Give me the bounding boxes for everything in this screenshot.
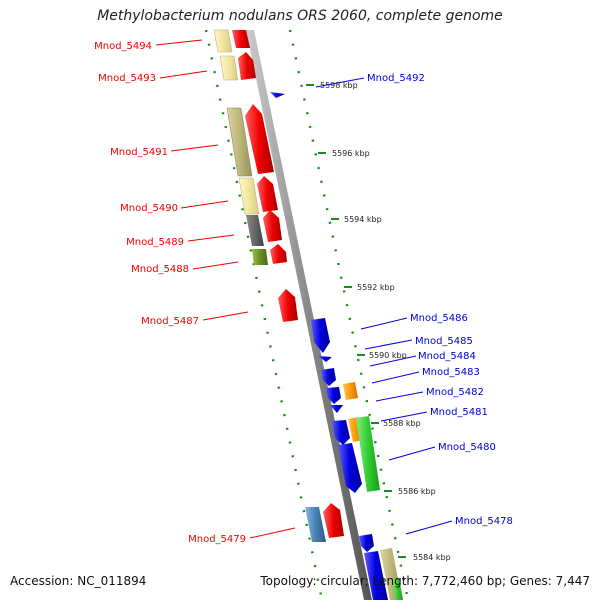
label-leader-line <box>364 339 413 350</box>
gene-mnod-5492-arrow <box>270 92 285 98</box>
gene-label[interactable]: Mnod_5483 <box>422 367 480 378</box>
label-leader-line <box>155 39 203 46</box>
gene-mnod-5494-feature <box>213 29 233 53</box>
gene-mnod-5480-feature <box>356 416 380 492</box>
gene-label[interactable]: Mnod_5488 <box>131 264 189 275</box>
scale-ticks: 5598 kbp 5596 kbp 5594 kbp 5592 kbp 5590… <box>306 81 451 562</box>
label-leader-line <box>375 391 424 402</box>
label-leader-line <box>360 317 408 330</box>
scale-tick-label: 5594 kbp <box>344 215 382 224</box>
gene-label[interactable]: Mnod_5482 <box>426 387 484 398</box>
gene-mnod-5491-arrow <box>245 104 274 174</box>
gene-label[interactable]: Mnod_5492 <box>367 73 425 84</box>
label-leader-line <box>159 70 208 79</box>
gene-mnod-5489-arrow <box>263 210 282 242</box>
label-leader-line <box>380 411 428 422</box>
gene-label[interactable]: Mnod_5481 <box>430 407 488 418</box>
gene-mnod-5481-arrow <box>332 420 350 445</box>
gene-mnod-5490-feature <box>238 177 260 215</box>
gene-mnod-5478-arrow <box>359 534 374 552</box>
gene-mnod-5491-feature <box>226 107 253 177</box>
label-leader-line <box>249 527 296 539</box>
label-leader-line <box>180 200 229 209</box>
forward-gene-labels: Mnod_5494 Mnod_5493 Mnod_5491 Mnod_5490 … <box>94 39 296 545</box>
gene-label[interactable]: Mnod_5478 <box>455 516 513 527</box>
label-leader-line <box>369 355 417 367</box>
label-leader-line <box>170 144 219 152</box>
label-leader-line <box>202 311 249 321</box>
gene-label[interactable]: Mnod_5479 <box>188 534 246 545</box>
gene-label[interactable]: Mnod_5484 <box>418 351 476 362</box>
accession-text: Accession: NC_011894 <box>10 574 147 588</box>
scale-tick-label: 5586 kbp <box>398 487 436 496</box>
label-leader-line <box>187 234 235 242</box>
map-title: Methylobacterium nodulans ORS 2060, comp… <box>97 8 503 24</box>
scale-tick-label: 5596 kbp <box>332 149 370 158</box>
gene-mnod-5477-arrow <box>364 551 388 600</box>
gene-mnod-5483-arrow <box>326 387 341 404</box>
scale-tick-label: 5584 kbp <box>413 553 451 562</box>
gene-mnod-5486-arrow <box>311 318 330 353</box>
gene-mnod-5493-feature <box>219 55 239 81</box>
gene-label[interactable]: Mnod_5487 <box>141 316 199 327</box>
label-leader-line <box>192 261 239 270</box>
scale-tick-label: 5592 kbp <box>357 283 395 292</box>
label-leader-line <box>388 446 436 461</box>
gene-label[interactable]: Mnod_5494 <box>94 41 152 52</box>
gene-label[interactable]: Mnod_5485 <box>415 336 473 347</box>
gene-label[interactable]: Mnod_5480 <box>438 442 496 453</box>
gene-mnod-5484-arrow <box>321 368 336 386</box>
gene-mnod-5479-feature <box>305 507 326 542</box>
gene-mnod-5475-feature <box>392 578 403 600</box>
scale-tick-label: 5598 kbp <box>320 81 358 90</box>
label-leader-line <box>371 371 420 384</box>
gene-label[interactable]: Mnod_5486 <box>410 313 468 324</box>
reverse-gene-labels: Mnod_5492 Mnod_5486 Mnod_5485 Mnod_5484 … <box>315 73 513 535</box>
gene-mnod-5489-feature <box>246 215 264 246</box>
gene-mnod-5482-arrow <box>330 405 343 413</box>
gene-mnod-5485-arrow <box>318 356 332 362</box>
gene-mnod-5482-feature <box>343 382 358 400</box>
gene-label[interactable]: Mnod_5493 <box>98 73 156 84</box>
gene-mnod-5488-arrow <box>270 244 287 264</box>
gene-mnod-5487-arrow <box>278 289 298 322</box>
gene-label[interactable]: Mnod_5491 <box>110 147 168 158</box>
scale-tick-label: 5590 kbp <box>369 351 407 360</box>
gene-mnod-5480-arrow <box>338 443 362 493</box>
genome-summary: Topology: circular; Length: 7,772,460 bp… <box>260 574 590 588</box>
gene-label[interactable]: Mnod_5490 <box>120 203 178 214</box>
gene-mnod-5493-arrow <box>238 52 256 80</box>
gene-mnod-5488-feature <box>252 249 268 265</box>
gene-mnod-5490-arrow <box>257 176 278 212</box>
gene-mnod-5494-arrow <box>232 30 250 48</box>
scale-tick-label: 5588 kbp <box>383 419 421 428</box>
label-leader-line <box>315 77 365 88</box>
gene-mnod-5479-arrow <box>323 503 344 538</box>
label-leader-line <box>405 520 453 535</box>
gene-label[interactable]: Mnod_5489 <box>126 237 184 248</box>
